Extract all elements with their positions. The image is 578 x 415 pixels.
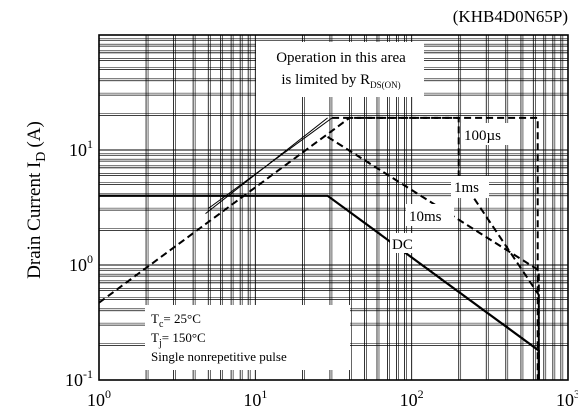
label-1ms: 1ms bbox=[454, 180, 479, 196]
y-tick-label: 100 bbox=[69, 252, 93, 275]
condition-tc-unit: °C bbox=[187, 311, 201, 326]
series-line-1ms bbox=[98, 116, 540, 380]
grid-lines bbox=[99, 35, 568, 380]
x-tick-label: 101 bbox=[243, 387, 267, 410]
y-tick-label: 101 bbox=[69, 137, 93, 160]
conditions-box-bg bbox=[145, 305, 350, 370]
series-line-rds2 bbox=[208, 117, 333, 209]
rds-annotation-line1: Operation in this area bbox=[276, 50, 406, 66]
x-tick-label: 102 bbox=[400, 387, 424, 410]
y-axis-title-sub: D bbox=[34, 152, 49, 162]
y-tick-label: 10-1 bbox=[65, 367, 93, 390]
condition-tj-main: T bbox=[151, 330, 159, 345]
label-dc: DC bbox=[392, 237, 413, 253]
condition-tc-val: = 25 bbox=[163, 311, 187, 326]
rds-annotation-sub: DS(ON) bbox=[370, 80, 401, 90]
plot-frame bbox=[98, 34, 569, 381]
y-tick-labels: 10-1 100 101 bbox=[65, 137, 93, 390]
x-tick-label: 100 bbox=[87, 387, 111, 410]
label-1ms-bg bbox=[451, 176, 489, 198]
label-10ms-bg bbox=[406, 204, 454, 226]
y-axis-title-unit: (A) bbox=[24, 121, 45, 147]
x-tick-label: 103 bbox=[556, 387, 578, 410]
part-number: (KHB4D0N65P) bbox=[453, 7, 568, 26]
y-axis-title: Drain Current ID (A) bbox=[24, 121, 49, 279]
x-tick-labels: 100 101 102 103 bbox=[87, 387, 578, 410]
series-line-10ms bbox=[327, 136, 540, 380]
condition-pulse: Single nonrepetitive pulse bbox=[151, 349, 287, 364]
condition-tc-main: T bbox=[151, 311, 159, 326]
y-axis-title-main: Drain Current I bbox=[24, 162, 45, 279]
rds-annotation-bg bbox=[256, 42, 424, 97]
label-100us: 100µs bbox=[464, 128, 501, 144]
rds-annotation-text: is limited by R bbox=[281, 72, 370, 88]
condition-tj: Tj= 150°C bbox=[151, 330, 206, 349]
series-line-100s bbox=[332, 116, 539, 380]
condition-tc: Tc= 25°C bbox=[151, 311, 201, 330]
condition-tj-val: = 150 bbox=[162, 330, 192, 345]
label-100us-bg bbox=[461, 123, 513, 145]
condition-tj-sub: j bbox=[158, 338, 162, 349]
condition-tj-unit: °C bbox=[192, 330, 206, 345]
series-layer bbox=[98, 116, 540, 380]
label-10ms: 10ms bbox=[409, 209, 442, 225]
condition-tc-sub: c bbox=[159, 319, 164, 330]
label-dc-bg bbox=[390, 233, 420, 253]
rds-annotation-line2: is limited by RDS(ON) bbox=[281, 72, 400, 90]
